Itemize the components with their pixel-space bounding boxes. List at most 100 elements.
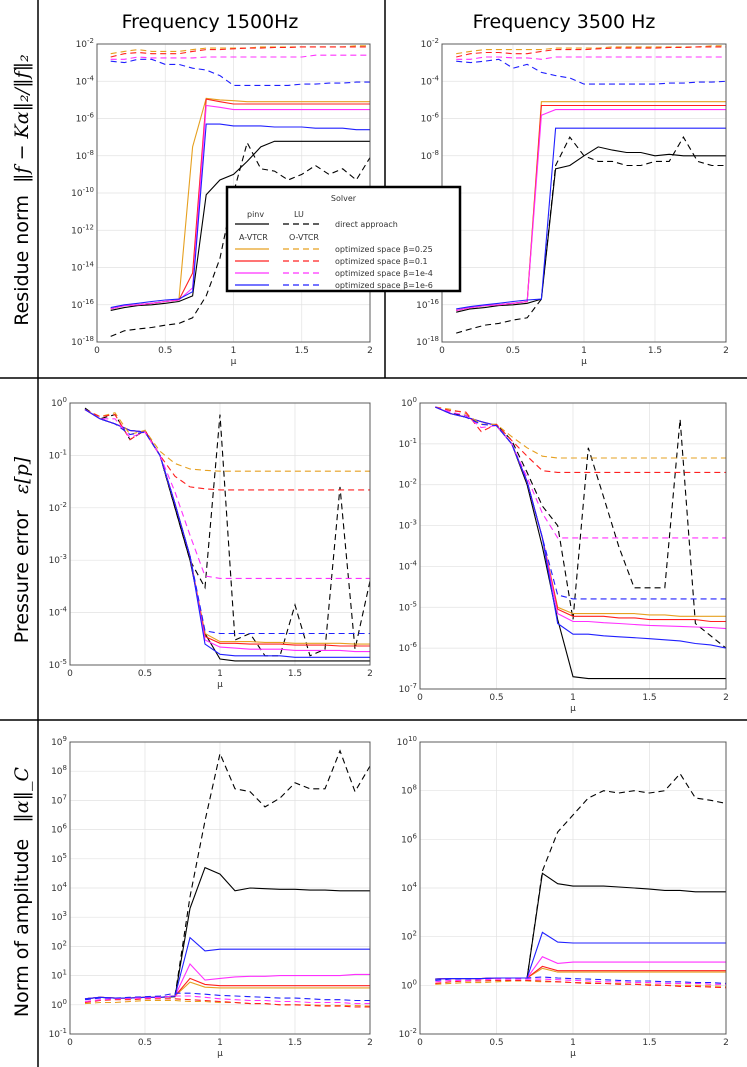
x-tick-label: 2 <box>723 693 729 703</box>
y-tick-label: 10-2 <box>421 37 439 50</box>
y-tick-label: 10-8 <box>421 149 439 162</box>
series-line-o-vtcr-1e-6 <box>435 976 726 984</box>
series-line-o-vtcr-1e-4 <box>435 406 726 539</box>
y-tick-label: 10-5 <box>399 600 417 613</box>
y-tick-label: 102 <box>401 930 417 943</box>
series-line-o-vtcr-0-25 <box>456 45 726 55</box>
series-line-o-vtcr-1e-6 <box>435 406 726 600</box>
y-tick-label: 106 <box>51 823 67 836</box>
y-tick-label: 10-4 <box>76 74 95 87</box>
y-tick-label: 107 <box>51 793 67 806</box>
y-tick-label: 108 <box>51 764 67 777</box>
series-group <box>435 772 726 989</box>
plot-border <box>69 741 371 1035</box>
plot-4: 0 0.5 1 1.5 2 10-1 100 101 102 103 104 105 106 107 108… <box>49 735 373 1059</box>
legend: Solver pinv LU direct approach A-VTCR O-VTCR o… <box>225 185 462 293</box>
series-line-direct-lu <box>435 772 726 980</box>
y-tick-label: 100 <box>401 396 417 409</box>
x-tick-label: 1.5 <box>642 693 656 703</box>
y-tick-label: 10-6 <box>421 112 440 125</box>
y-tick-label: 104 <box>51 881 67 894</box>
series-line-o-vtcr-0-1 <box>435 406 726 473</box>
x-tick-label: 0 <box>417 693 423 703</box>
y-tick-label: 10-8 <box>76 149 94 162</box>
series-line-direct-lu <box>110 141 370 337</box>
x-tick-label: 0.5 <box>506 346 520 356</box>
series-line-direct-lu <box>456 136 726 334</box>
x-tick-label: 0.5 <box>138 1038 152 1048</box>
y-tick-label: 10-7 <box>399 682 417 695</box>
y-tick-label: 104 <box>401 881 417 894</box>
plot-2: 0 0.5 1 1.5 2 10-5 10-4 10-3 10-2 10-1 100 μ <box>49 396 373 690</box>
series-line-o-vtcr-1e-4 <box>435 978 726 985</box>
x-tick-label: 2 <box>367 346 373 356</box>
x-tick-label: 1 <box>581 346 587 356</box>
y-tick-label: 10-16 <box>71 298 94 311</box>
y-tick-label: 10-4 <box>421 74 440 87</box>
x-tick-label: 0 <box>67 1038 73 1048</box>
series-line-a-vtcr-1e-4 <box>456 109 726 311</box>
series-line-direct-pinv <box>456 146 726 313</box>
series-line-a-vtcr-1e-6 <box>84 409 370 658</box>
column-title-3500: Frequency 3500 Hz <box>473 11 656 33</box>
x-tick-label: 0 <box>439 346 445 356</box>
plot-3: 0 0.5 1 1.5 2 10-7 10-6 10-5 10-4 10-3 10-2 10-1 100… <box>399 396 729 714</box>
legend-row-label-a: A-VTCR <box>239 233 268 242</box>
y-tick-label: 10-16 <box>416 298 439 311</box>
x-tick-label: 1.5 <box>288 669 302 679</box>
x-tick-label: 0.5 <box>138 669 152 679</box>
legend-box <box>225 185 462 293</box>
legend-entry-label: direct approach <box>335 220 398 229</box>
plot-border <box>419 741 727 1035</box>
series-line-a-vtcr-1e-6 <box>435 931 726 980</box>
series-line-o-vtcr-1e-6 <box>84 409 370 635</box>
row-label-amplitude: Norm of amplitude <box>11 839 33 1017</box>
x-axis-label: μ <box>570 1049 576 1059</box>
legend-entry-label: optimized space β=0.25 <box>335 245 433 254</box>
row-title-pressure: Pressure error ε[p] <box>11 456 33 643</box>
x-tick-label: 2 <box>723 1038 729 1048</box>
series-line-a-vtcr-1e-6 <box>84 936 370 1000</box>
legend-col-pinv: pinv <box>247 210 264 219</box>
x-tick-label: 1 <box>217 669 223 679</box>
legend-entry-label: optimized space β=0.1 <box>335 257 428 266</box>
legend-entry: optimized space β=0.1 <box>235 257 428 266</box>
legend-entry: A-VTCR O-VTCR <box>239 233 319 242</box>
y-tick-label: 106 <box>401 832 417 845</box>
y-tick-label: 10-1 <box>49 448 67 461</box>
series-line-a-vtcr-1e-4 <box>110 104 370 310</box>
legend-col-lu: LU <box>294 210 304 219</box>
y-tick-label: 10-3 <box>49 553 67 566</box>
row-math-pressure: ε[p] <box>11 456 33 494</box>
y-tick-label: 10-1 <box>399 437 417 450</box>
y-tick-label: 10-18 <box>71 335 94 348</box>
y-tick-label: 10-2 <box>76 37 94 50</box>
column-title-1500: Frequency 1500Hz <box>122 11 299 33</box>
y-tick-label: 10-3 <box>399 519 417 532</box>
x-tick-label: 0.5 <box>158 346 172 356</box>
series-group <box>84 407 370 662</box>
x-tick-label: 1.5 <box>288 1038 302 1048</box>
series-line-o-vtcr-1e-4 <box>110 54 370 60</box>
x-tick-label: 1 <box>570 1038 576 1048</box>
plot-1: 00.511.5210-1810-1610-1410-1210-1010-810… <box>416 37 729 367</box>
x-tick-label: 1.5 <box>648 346 662 356</box>
series-line-o-vtcr-1e-6 <box>110 58 370 86</box>
legend-entry: optimized space β=1e-6 <box>235 281 433 290</box>
y-tick-label: 10-18 <box>416 335 439 348</box>
series-line-o-vtcr-1e-6 <box>84 992 370 1002</box>
x-axis-label: μ <box>581 357 587 367</box>
series-line-o-vtcr-0-1 <box>84 998 370 1008</box>
legend-entry-label: optimized space β=1e-6 <box>335 281 433 290</box>
x-tick-label: 0.5 <box>489 693 503 703</box>
series-group <box>456 45 726 334</box>
y-tick-label: 101 <box>51 969 67 982</box>
row-math-residue: ‖f − Kα‖₂/‖f‖₂ <box>11 54 33 183</box>
legend-entry-label: optimized space β=1e-4 <box>335 269 433 278</box>
x-tick-label: 1 <box>217 1038 223 1048</box>
x-tick-label: 1 <box>570 693 576 703</box>
series-line-o-vtcr-0-1 <box>456 46 726 58</box>
plot-border <box>419 402 727 690</box>
